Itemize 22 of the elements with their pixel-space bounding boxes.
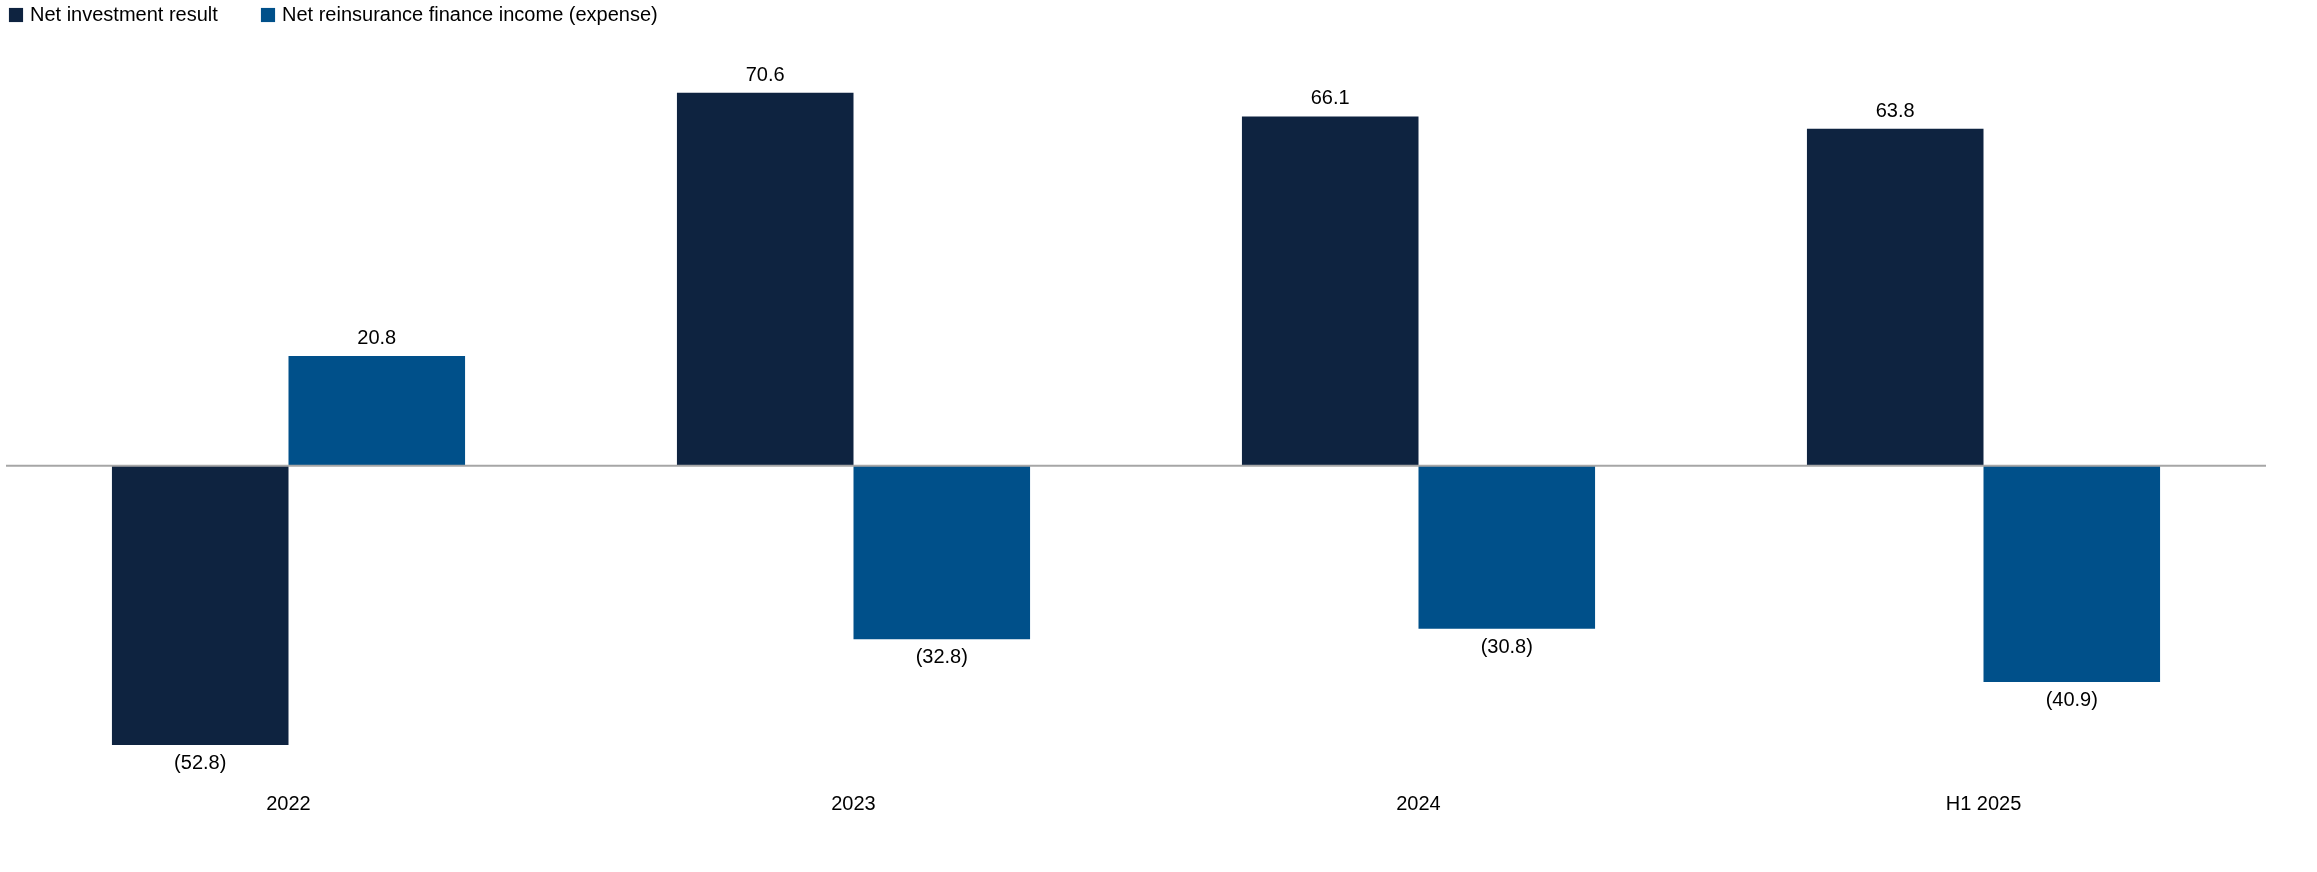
data-label: 70.6 xyxy=(745,62,785,85)
bar xyxy=(1241,116,1419,466)
bar xyxy=(1418,465,1596,629)
legend-label: Net reinsurance finance income (expense) xyxy=(282,3,658,25)
x-tick-label: 2022 xyxy=(266,791,311,814)
legend-label: Net investment result xyxy=(30,3,219,25)
data-label: (52.8) xyxy=(174,750,227,773)
bar xyxy=(1983,465,2161,683)
x-tick-label: 2023 xyxy=(831,791,876,814)
data-label: 20.8 xyxy=(357,325,397,348)
data-label: (32.8) xyxy=(915,645,968,668)
bar xyxy=(1806,128,1984,466)
bar xyxy=(676,92,854,466)
x-tick-label: 2024 xyxy=(1396,791,1441,814)
bar xyxy=(853,465,1031,640)
data-label: (40.9) xyxy=(2045,688,2098,711)
data-label: (30.8) xyxy=(1480,634,1533,657)
bar xyxy=(288,355,466,466)
data-label: 63.8 xyxy=(1875,98,1915,121)
bar xyxy=(111,465,289,745)
data-label: 66.1 xyxy=(1310,86,1350,109)
x-tick-label: H1 2025 xyxy=(1945,791,2022,814)
